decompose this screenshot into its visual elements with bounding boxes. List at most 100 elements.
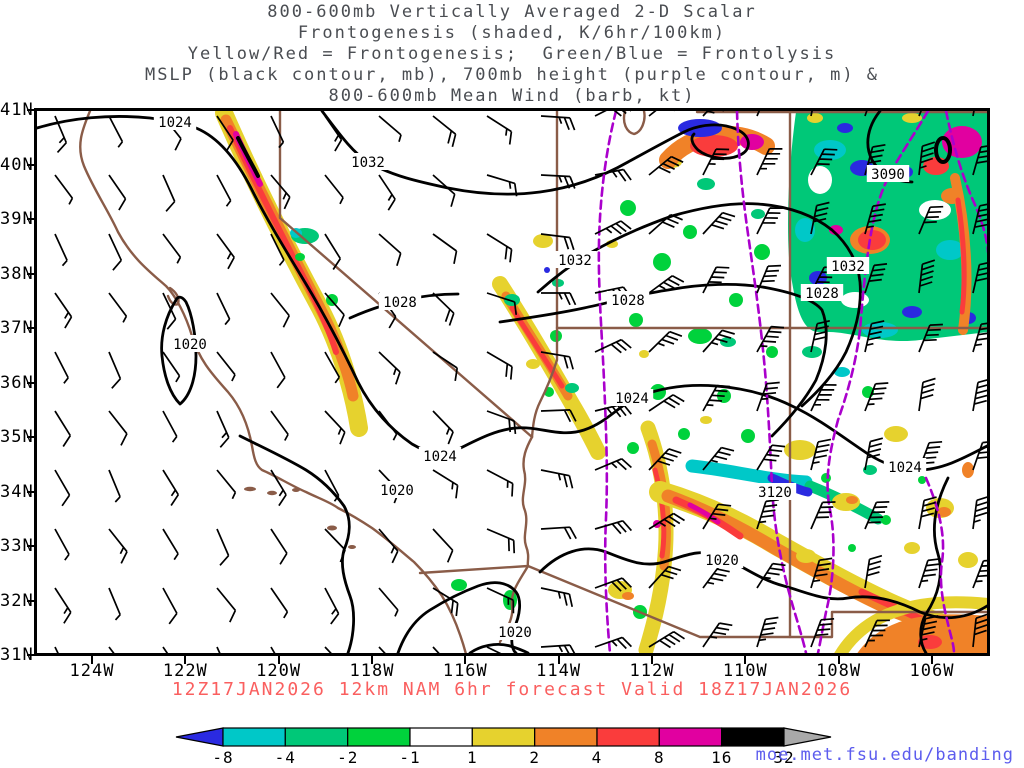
colorbar-seg [409,727,473,747]
contour-label-box [346,153,390,170]
wind-barb [540,469,574,489]
contour-label: 1020 [498,625,532,641]
wind-barb [324,646,332,653]
wind-barb [486,646,502,653]
contour-label-box [826,257,870,274]
forecast-map: 1024 1032 1028 1020 1024 1020 1032 1028 1024 1020… [37,111,987,653]
wind-barb [540,351,574,370]
wind-barb [594,168,632,182]
lat-tick [27,109,35,111]
lat-tick-label: 41N [0,100,34,120]
colorbar-label: 8 [654,748,665,767]
colorbar-seg [596,727,660,747]
contour-label: 1032 [351,155,385,171]
wind-barb [594,636,633,650]
nv-ut-border [530,111,559,439]
wind-barb [216,233,235,270]
lon-tick-label: 112W [629,661,675,681]
wind-barb [270,646,276,653]
wind-barb [108,528,128,564]
contour-label: 3090 [871,167,905,183]
wind-barb [270,233,285,266]
wind-barb [756,616,779,648]
wind-barb [54,410,72,447]
wind-barb [648,630,685,649]
colorbar-seg [222,727,286,747]
title-line-1: 800-600mb Vertically Averaged 2-D Scalar [267,2,757,22]
wind-barb [54,351,69,384]
contour-label: 1024 [158,115,192,131]
lon-tick-label: 106W [909,661,955,681]
channel-island [327,525,337,531]
wind-barb [324,292,345,328]
contour-label-box [800,284,844,301]
wind-barb [648,565,682,589]
wind-barb [972,203,987,235]
lon-tick [930,656,933,664]
wind-barb [810,148,838,176]
lon-tick [277,656,280,664]
wind-barb [324,410,346,445]
lon-tick [184,656,187,664]
contour-label-box [610,389,654,406]
wind-barb [864,263,888,294]
wind-barb [54,469,71,507]
wind-barb [864,320,885,353]
wind-barb [216,351,236,382]
colorbar-seg [534,727,598,747]
wind-barb [756,207,783,235]
wind-barb [432,528,454,563]
wind-barb [324,115,343,152]
wind-barb [270,410,289,441]
wind-barb [270,528,288,565]
wind-barb [432,174,456,207]
sf-bay [166,286,180,306]
wind-barb [162,646,169,653]
colorbar-label: 1 [467,748,478,767]
wind-barb [54,587,72,624]
lat-tick [27,654,35,656]
wind-barb [594,338,632,354]
wind-barb [486,587,515,614]
wind-barb [540,233,575,251]
wind-barb [540,587,574,607]
contour-label: 1020 [173,337,207,353]
contour-label-box [753,483,797,500]
wind-barb [864,554,883,589]
wind-barb [810,501,836,530]
wind-barb [216,469,237,500]
wind-barb [270,351,286,389]
wind-barb [594,519,633,535]
wind-barb [594,220,632,235]
wind-barb [486,233,513,263]
wind-barb [486,469,514,497]
wind-barb [864,143,886,176]
wind-barb [216,528,230,566]
wind-barb [54,174,74,205]
wind-barb [594,458,632,471]
wind-barb [432,115,457,148]
lon-tick-label: 122W [162,661,208,681]
lon-tick-label: 120W [256,661,302,681]
wind-barb [648,394,685,412]
lat-tick [27,599,35,602]
colorbar-above-arrow [783,727,832,747]
lat-tick-label: 32N [0,590,34,611]
wind-barb [540,115,576,131]
lat-tick [27,490,35,493]
wind-barb [324,587,340,625]
colorbar-labels: -8 -4 -2 -1 1 2 4 8 16 32 [212,748,793,767]
wind-barb [972,496,987,530]
wind-barb [756,444,786,471]
colorbar-below-arrow [175,727,224,747]
channel-island [244,486,256,492]
wind-barb [54,646,59,653]
wind-barb [324,528,346,563]
wind-barb [432,646,440,653]
wind-barb [972,559,987,589]
wind-barb [918,440,943,471]
wind-barb [864,619,890,648]
california-coastline [79,111,467,653]
colorbar-seg [284,727,349,747]
